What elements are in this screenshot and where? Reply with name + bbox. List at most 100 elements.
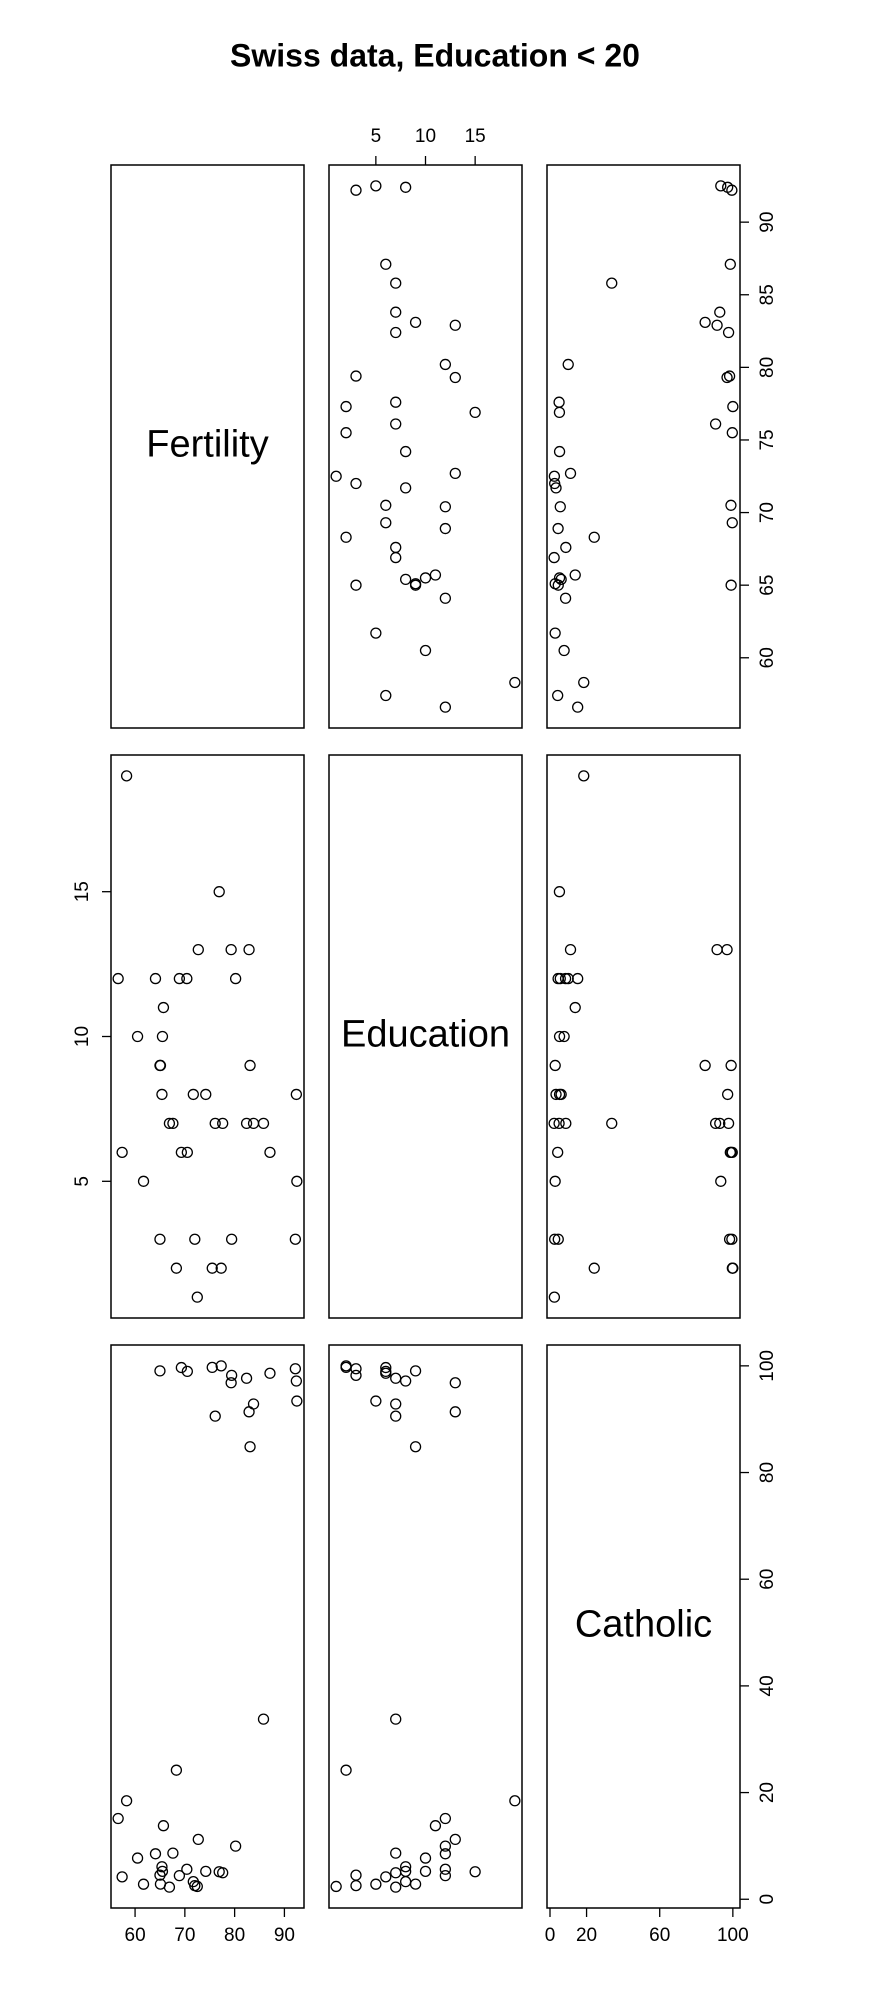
point [399, 573, 412, 586]
x-tick-label: 60 [125, 1925, 146, 1946]
point [350, 1369, 362, 1382]
point [240, 1117, 253, 1130]
point [112, 972, 124, 985]
point [192, 943, 204, 956]
point [553, 1117, 565, 1130]
point [429, 1820, 442, 1832]
point [409, 1365, 422, 1377]
point [560, 541, 572, 554]
point [156, 1088, 168, 1101]
point [552, 522, 564, 535]
point [399, 445, 412, 458]
point [206, 1262, 218, 1274]
point [711, 319, 723, 331]
point [156, 1030, 169, 1043]
point [116, 1871, 128, 1883]
point [399, 1861, 412, 1873]
point [469, 406, 481, 419]
point [727, 400, 739, 413]
point [419, 1865, 432, 1878]
point [409, 1878, 422, 1890]
point [449, 1406, 461, 1418]
point [229, 972, 242, 985]
point [240, 1372, 253, 1384]
point [558, 644, 570, 657]
point [419, 1852, 432, 1864]
point [120, 1795, 133, 1807]
point [439, 1869, 452, 1882]
point [564, 943, 577, 956]
point [243, 1406, 255, 1418]
point [200, 1865, 212, 1878]
point [390, 1398, 402, 1410]
point [167, 1117, 179, 1130]
x-tick-label: 20 [576, 1925, 597, 1946]
point [390, 326, 402, 339]
x-tick-label: 80 [224, 1925, 245, 1946]
point [217, 1117, 229, 1130]
panel-frame [328, 754, 523, 1319]
point [552, 689, 564, 702]
point [699, 316, 711, 328]
point [191, 1291, 203, 1303]
point [390, 1410, 402, 1422]
point [340, 1764, 352, 1776]
point [370, 627, 382, 639]
point [137, 1878, 150, 1890]
point [509, 1795, 521, 1807]
x-tick-label: 10 [415, 126, 436, 147]
point [209, 1117, 221, 1130]
point [709, 418, 722, 430]
y-tick-label: 100 [757, 1350, 778, 1382]
point [390, 551, 402, 564]
x-tick-label: 90 [274, 1925, 295, 1946]
y-tick-label: 90 [757, 212, 778, 233]
point [131, 1852, 144, 1864]
point [399, 1876, 412, 1888]
point [290, 1375, 303, 1387]
point [289, 1363, 302, 1375]
point [606, 1117, 618, 1130]
point [509, 676, 521, 689]
point [722, 1088, 734, 1101]
point [225, 1369, 238, 1382]
point [439, 501, 452, 513]
point [439, 1840, 452, 1852]
point [390, 1847, 402, 1859]
point [439, 522, 452, 535]
variable-label: Fertility [146, 424, 268, 466]
point [714, 1117, 726, 1130]
point [449, 467, 461, 480]
point [550, 482, 562, 494]
point [439, 592, 452, 604]
point [116, 1146, 128, 1158]
point [225, 1377, 237, 1389]
point [380, 1361, 392, 1374]
x-tick-label: 5 [371, 126, 382, 147]
point [243, 943, 255, 956]
variable-label: Catholic [575, 1604, 712, 1646]
point [350, 1363, 362, 1375]
y-tick-label: 75 [757, 429, 778, 450]
point [163, 1117, 176, 1130]
point [181, 1146, 193, 1158]
y-tick-label: 20 [757, 1782, 778, 1803]
point [399, 181, 412, 193]
point [724, 258, 736, 270]
point [549, 1059, 561, 1072]
point [548, 551, 560, 564]
point [725, 1146, 737, 1158]
point [340, 1360, 352, 1372]
point [390, 1713, 402, 1725]
panel-frame [546, 164, 741, 729]
point [553, 406, 566, 419]
point [429, 569, 442, 581]
y-tick-label: 5 [72, 1176, 93, 1187]
point [264, 1367, 276, 1379]
x-tick-label: 70 [174, 1925, 195, 1946]
point [727, 1262, 739, 1274]
point [722, 326, 735, 339]
point [175, 1361, 188, 1374]
point [330, 470, 342, 482]
point [137, 1175, 150, 1187]
